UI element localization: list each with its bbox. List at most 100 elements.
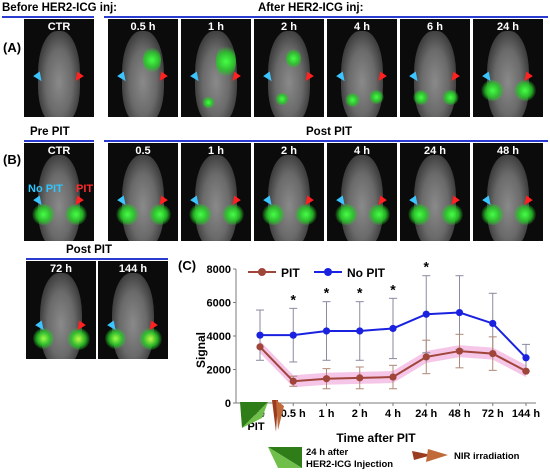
frame-time-label: 2 h: [281, 21, 297, 33]
pit-series-line-point: [422, 353, 430, 361]
panel-b-frame: 0.5: [108, 143, 178, 241]
fluorescence-signal: [189, 203, 212, 225]
frame-time-label: 4 h: [354, 21, 370, 33]
panel-a-letter: (A): [3, 40, 22, 55]
significance-star: *: [291, 291, 297, 307]
pit-series-line-point: [489, 349, 497, 358]
frame-time-label: 2 h: [281, 145, 297, 157]
no-pit-series-line-point: [389, 324, 397, 333]
panel-a-frame: 4 h: [327, 19, 397, 117]
fluorescence-signal: [262, 203, 285, 225]
frame-time-label: 0.5: [135, 145, 151, 157]
injection-arrow-icon: [240, 402, 268, 428]
no-pit-series-line-point: [422, 310, 430, 318]
panel-b-frame: 4 h: [327, 143, 397, 241]
frame-time-label: 1 h: [208, 145, 224, 157]
fluorescence-signal: [138, 327, 163, 351]
pit-series-line-point: [522, 367, 530, 375]
frame-time-label: CTR: [47, 145, 71, 157]
panel-b-post-header-2: Post PIT: [66, 244, 113, 256]
panel-b-letter: (B): [3, 152, 22, 167]
nir-arrow-icon-shade: [276, 400, 284, 430]
fluorescence-signal: [513, 79, 536, 101]
no-pit-series-line-point: [356, 327, 364, 335]
mouse-body: [268, 154, 310, 241]
no-pit-series-line-point: [322, 327, 331, 335]
fluorescence-signal: [32, 203, 55, 225]
no-pit-label: No PIT: [28, 183, 63, 195]
panel-b-frame: 48 h: [473, 143, 543, 241]
fluorescence-signal: [143, 46, 161, 75]
panel-b-post-header: Post PIT: [306, 126, 353, 138]
panel-a-frame: 24 h: [473, 19, 543, 117]
x-tick-label: 48 h: [448, 408, 470, 420]
panel-c-letter: (C): [178, 258, 197, 273]
panel-b-late-frame: 72 h: [26, 261, 96, 359]
pit-series-line-point: [455, 347, 464, 355]
mouse-body: [38, 30, 80, 117]
panel-a-frame: CTR: [24, 19, 94, 117]
mouse-body: [195, 154, 237, 241]
fluorescence-signal: [116, 203, 139, 225]
legend-nopit-label: No PIT: [347, 266, 386, 280]
frame-time-label: 0.5 h: [130, 21, 156, 33]
no-pit-series-line-point: [256, 331, 264, 339]
fluorescence-signal: [285, 48, 301, 70]
fluorescence-signal: [344, 92, 360, 107]
frame-time-label: CTR: [47, 21, 71, 33]
panel-b-post-line-2: [26, 258, 168, 260]
frame-time-label: 48 h: [496, 145, 519, 157]
x-axis-label: Time after PIT: [336, 431, 416, 445]
panel-a-after-header: After HER2-ICG inj:: [258, 2, 364, 14]
nir-arrow-icon: [272, 400, 278, 432]
frame-time-label: 144 h: [118, 263, 148, 275]
fluorescence-signal: [148, 203, 171, 225]
x-tick-label: 4 h: [385, 408, 401, 420]
no-pit-series-line-point: [289, 331, 297, 339]
significance-star: *: [424, 259, 430, 275]
mouse-body: [487, 30, 529, 117]
fluorescence-signal: [202, 97, 215, 108]
fluorescence-signal: [481, 79, 504, 101]
significance-star: *: [357, 285, 363, 301]
panel-b-post-line: [104, 140, 548, 142]
fluorescence-signal: [105, 327, 126, 349]
mouse-body: [341, 154, 383, 241]
mouse-body: [268, 30, 310, 117]
significance-star: *: [390, 281, 396, 297]
fluorescence-signal: [294, 203, 317, 225]
fluorescence-signal: [412, 89, 430, 105]
legend-pit-label: PIT: [281, 266, 300, 280]
y-tick-label: 8000: [207, 264, 231, 276]
x-tick-label: 72 h: [482, 408, 504, 420]
y-tick-label: 0: [225, 398, 231, 410]
panel-b-frame: CTR No PIT PIT: [24, 143, 94, 241]
mouse-body: [487, 154, 529, 241]
frame-time-label: 24 h: [423, 145, 446, 157]
fluorescence-signal: [64, 203, 87, 225]
fluorescence-signal: [66, 327, 91, 351]
panel-a-frame: 0.5 h: [108, 19, 178, 117]
fluorescence-signal: [33, 327, 54, 349]
panel-b-frame: 24 h: [400, 143, 470, 241]
pit-series-line-point: [356, 374, 364, 382]
pit-series-line-point: [256, 343, 264, 351]
fluorescence-signal: [216, 43, 236, 79]
fluorescence-signal: [335, 203, 358, 225]
frame-time-label: 72 h: [49, 263, 72, 275]
no-pit-series-line-point: [522, 354, 530, 362]
panel-b-late-frame: 144 h: [98, 261, 168, 359]
significance-star: *: [324, 285, 330, 301]
panel-a-before-line: [2, 16, 94, 18]
fluorescence-signal: [442, 89, 459, 105]
legend-pit-marker: [258, 268, 266, 276]
pit-series-line-point: [289, 377, 297, 385]
legend-nopit-marker: [324, 268, 332, 276]
x-tick-label: 24 h: [415, 408, 437, 420]
frame-time-label: 24 h: [496, 21, 519, 33]
x-tick-label: 1 h: [319, 408, 335, 420]
panel-b-frame: 1 h: [181, 143, 251, 241]
panel-a-after-line: [104, 16, 548, 18]
injection-arrow-icon-shade: [242, 402, 268, 428]
